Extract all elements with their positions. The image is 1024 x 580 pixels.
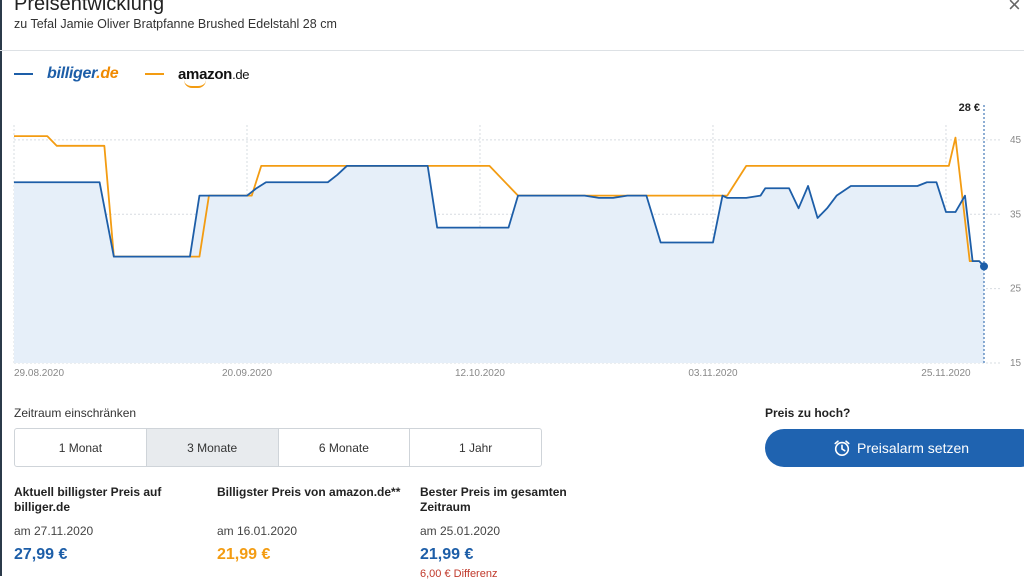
amazon-logo: amazon.de [178,66,250,88]
billiger-area [14,165,984,363]
range-selector: 1 Monat 3 Monate 6 Monate 1 Jahr [14,428,542,467]
billiger-series-line [14,165,985,267]
x-tick-label: 20.09.2020 [222,368,272,379]
set-price-alert-label: Preisalarm setzen [857,440,970,456]
y-tick-label: 15 [1010,358,1022,369]
legend-item-billiger[interactable]: billiger.de [14,62,119,86]
y-tick-label: 45 [1010,135,1022,146]
stat-heading: Aktuell billigster Preis auf billiger.de [14,485,162,514]
set-price-alert-button[interactable]: Preisalarm setzen [765,429,1024,467]
window-edge [0,0,2,576]
y-tick-label: 25 [1010,284,1022,295]
stat-price: 21,99 € [420,546,474,563]
stat-best-overall: Bester Preis im gesamten Zeitraum am 25.… [420,485,610,580]
price-chart[interactable]: 45 35 25 15 29.08.2020 20.09.2020 12.10.2020 03… [0,95,1024,385]
y-tick-label: 35 [1010,209,1022,220]
legend-line-amazon [145,73,164,75]
x-tick-label: 03.11.2020 [688,368,738,379]
x-tick-label: 25.11.2020 [921,368,971,379]
stat-amazon-lowest: Billigster Preis von amazon.de** am 16.0… [217,485,407,563]
billiger-logo: billiger.de [47,65,119,82]
stat-price: 21,99 € [217,546,271,563]
range-6-months-button[interactable]: 6 Monate [279,429,411,466]
price-too-high-label: Preis zu hoch? [765,406,851,420]
stat-date: am 16.01.2020 [217,524,298,538]
current-price-label: 28 € [959,102,980,114]
range-1-year-button[interactable]: 1 Jahr [458,440,493,455]
legend-line-billiger [14,73,33,75]
x-tick-label: 29.08.2020 [14,368,64,379]
stat-current-lowest: Aktuell billigster Preis auf billiger.de… [14,485,204,563]
current-price-dot [980,262,988,271]
stat-date: am 27.11.2020 [14,524,94,538]
close-icon[interactable]: × [1008,0,1021,17]
x-tick-label: 12.10.2020 [455,368,505,379]
alarm-clock-icon [834,440,850,457]
range-label: Zeitraum einschränken [14,406,137,420]
stat-price: 27,99 € [14,546,68,563]
product-subtitle: zu Tefal Jamie Oliver Bratpfanne Brushed… [14,17,337,31]
page-title: Preisentwicklung [14,0,165,15]
header-divider [0,50,1024,51]
stat-difference: 6,00 € Differenz [420,568,498,580]
legend-item-amazon[interactable]: amazon.de [145,62,250,88]
range-3-months-button[interactable]: 3 Monate [146,429,279,466]
stat-heading: Bester Preis im gesamten Zeitraum [420,485,567,514]
stat-heading: Billigster Preis von amazon.de** [217,485,401,499]
range-1-month-button[interactable]: 1 Monat [15,429,147,466]
stat-date: am 25.01.2020 [420,524,501,538]
